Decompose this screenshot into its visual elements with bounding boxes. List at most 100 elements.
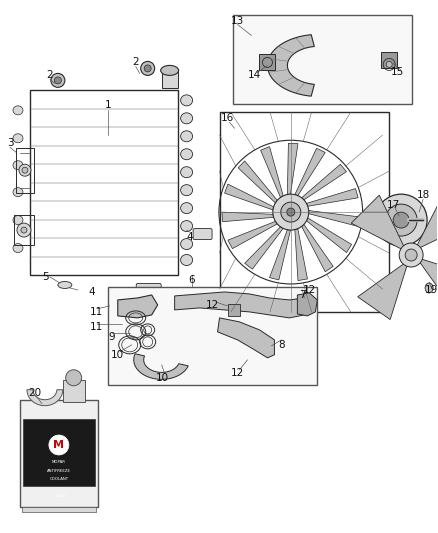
Polygon shape (358, 263, 407, 320)
Ellipse shape (13, 161, 23, 169)
Ellipse shape (13, 106, 23, 115)
Text: ANTIFREEZE: ANTIFREEZE (47, 469, 71, 473)
Ellipse shape (180, 239, 193, 249)
Polygon shape (27, 390, 63, 406)
Polygon shape (419, 259, 438, 309)
Bar (233, 14, 412, 104)
Bar (63, 380, 85, 402)
Bar (227, 304, 240, 316)
Circle shape (49, 435, 69, 455)
Text: 5: 5 (42, 272, 49, 282)
Text: 4: 4 (186, 232, 193, 242)
Bar (20, 400, 98, 507)
Text: 11: 11 (90, 322, 103, 332)
Ellipse shape (161, 66, 179, 75)
Polygon shape (228, 221, 277, 248)
Circle shape (51, 74, 65, 87)
Text: MOPAR: MOPAR (52, 460, 66, 464)
Polygon shape (261, 147, 283, 197)
Polygon shape (268, 35, 314, 96)
Text: 3: 3 (7, 138, 13, 148)
FancyBboxPatch shape (136, 284, 161, 295)
Ellipse shape (13, 244, 23, 253)
Text: M: M (53, 440, 64, 450)
Polygon shape (225, 184, 274, 210)
Polygon shape (307, 218, 352, 253)
Text: --------: -------- (53, 486, 64, 490)
Polygon shape (134, 354, 188, 379)
Bar (16, 148, 34, 193)
Polygon shape (245, 227, 283, 269)
Circle shape (399, 243, 423, 267)
Text: 8: 8 (278, 340, 285, 350)
Polygon shape (175, 292, 309, 318)
Polygon shape (118, 295, 158, 318)
Polygon shape (302, 224, 333, 272)
Bar (30, 91, 178, 275)
Polygon shape (302, 164, 346, 200)
Text: 12: 12 (303, 285, 316, 295)
Ellipse shape (180, 131, 193, 142)
Circle shape (21, 227, 27, 233)
Circle shape (386, 61, 392, 67)
Text: 4: 4 (88, 287, 95, 297)
Text: 11: 11 (90, 307, 103, 317)
Polygon shape (222, 212, 274, 222)
Ellipse shape (425, 283, 433, 293)
Ellipse shape (13, 188, 23, 197)
Ellipse shape (180, 149, 193, 160)
Text: 20: 20 (28, 387, 42, 398)
Circle shape (405, 249, 417, 261)
Bar (219, 112, 389, 312)
Polygon shape (218, 318, 275, 358)
Text: 12: 12 (206, 300, 219, 310)
Ellipse shape (180, 184, 193, 196)
Text: 10: 10 (111, 350, 124, 360)
Text: COOLANT: COOLANT (49, 477, 68, 481)
Text: 6: 6 (188, 275, 195, 285)
Circle shape (19, 164, 31, 176)
Circle shape (385, 204, 417, 236)
Bar (259, 54, 276, 70)
Ellipse shape (180, 167, 193, 177)
Text: 17: 17 (387, 200, 400, 210)
Polygon shape (287, 143, 298, 195)
Polygon shape (295, 229, 307, 280)
Text: 7: 7 (299, 290, 306, 300)
Bar (108, 287, 318, 385)
Polygon shape (417, 195, 438, 248)
Text: 5 YEAR: 5 YEAR (52, 494, 66, 498)
Ellipse shape (180, 113, 193, 124)
Text: 2: 2 (132, 58, 139, 68)
Polygon shape (307, 189, 358, 206)
Polygon shape (309, 211, 360, 227)
Bar (22, 507, 96, 513)
Ellipse shape (13, 134, 23, 143)
Text: 16: 16 (221, 114, 234, 123)
Circle shape (66, 370, 81, 386)
Polygon shape (295, 148, 325, 196)
Bar (14, 215, 34, 245)
Circle shape (22, 167, 28, 173)
Ellipse shape (58, 281, 72, 288)
Polygon shape (238, 161, 277, 203)
Ellipse shape (180, 255, 193, 265)
Text: 19: 19 (424, 285, 438, 295)
Bar (162, 70, 178, 88)
Text: 13: 13 (231, 15, 244, 26)
Bar (381, 52, 397, 68)
Ellipse shape (13, 216, 23, 224)
Circle shape (393, 212, 409, 228)
Text: 14: 14 (248, 70, 261, 80)
Ellipse shape (180, 203, 193, 214)
Circle shape (17, 223, 31, 237)
Text: 12: 12 (231, 368, 244, 378)
Circle shape (54, 77, 61, 84)
Polygon shape (351, 195, 404, 250)
Ellipse shape (180, 95, 193, 106)
Bar (23, 419, 95, 486)
Circle shape (281, 202, 301, 222)
Circle shape (287, 208, 295, 216)
Circle shape (375, 194, 427, 246)
Circle shape (144, 65, 151, 72)
